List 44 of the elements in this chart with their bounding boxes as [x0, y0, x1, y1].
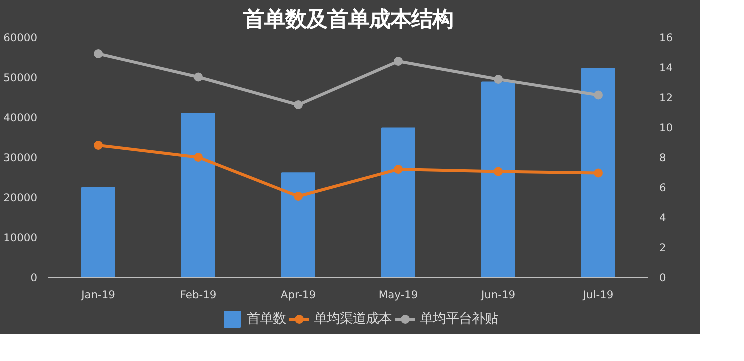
point: [94, 50, 103, 58]
y-tick-label: 50000: [4, 72, 38, 84]
point: [94, 141, 103, 150]
y2-tick-label: 2: [660, 242, 666, 254]
x-tick-label: Apr-19: [280, 288, 316, 302]
point: [194, 153, 203, 162]
point: [294, 100, 303, 110]
x-tick-label: Jul-19: [582, 288, 614, 302]
legend-label: 单均渠道成本: [314, 310, 392, 328]
point: [294, 192, 303, 201]
point: [394, 57, 403, 66]
y2-tick-label: 4: [660, 212, 666, 224]
y2-tick-label: 10: [660, 122, 674, 134]
y-tick-label: 30000: [4, 152, 38, 164]
bar: [582, 68, 616, 278]
y-tick-label: 60000: [4, 32, 38, 44]
x-tick-label: Jan-19: [80, 288, 116, 302]
x-tick-label: Feb-19: [180, 288, 217, 302]
y2-tick-label: 0: [660, 272, 666, 284]
y-tick-label: 40000: [4, 112, 38, 124]
chart-title: 首单数及首单成本结构: [242, 8, 454, 32]
bar: [482, 82, 516, 278]
point: [394, 165, 403, 174]
y-tick-label: 0: [30, 272, 38, 284]
bar: [82, 187, 116, 278]
bar: [282, 172, 316, 278]
y-tick-label: 10000: [4, 232, 38, 244]
legend-label: 单均平台补贴: [420, 310, 498, 328]
y2-tick-label: 8: [660, 152, 666, 164]
point: [594, 90, 603, 100]
y2-tick-label: 14: [660, 62, 674, 74]
x-tick-label: Jun-19: [480, 288, 516, 302]
x-tick-label: May-19: [378, 288, 418, 302]
bar: [182, 113, 216, 278]
y2-tick-label: 6: [660, 182, 666, 194]
y2-tick-label: 12: [660, 92, 674, 104]
y2-tick-label: 16: [660, 32, 674, 44]
y-tick-label: 20000: [4, 192, 38, 204]
point: [594, 168, 603, 178]
bar: [382, 128, 416, 278]
legend-label: 首单数: [247, 311, 286, 328]
point: [494, 167, 503, 176]
point: [494, 75, 503, 84]
point: [194, 72, 203, 82]
